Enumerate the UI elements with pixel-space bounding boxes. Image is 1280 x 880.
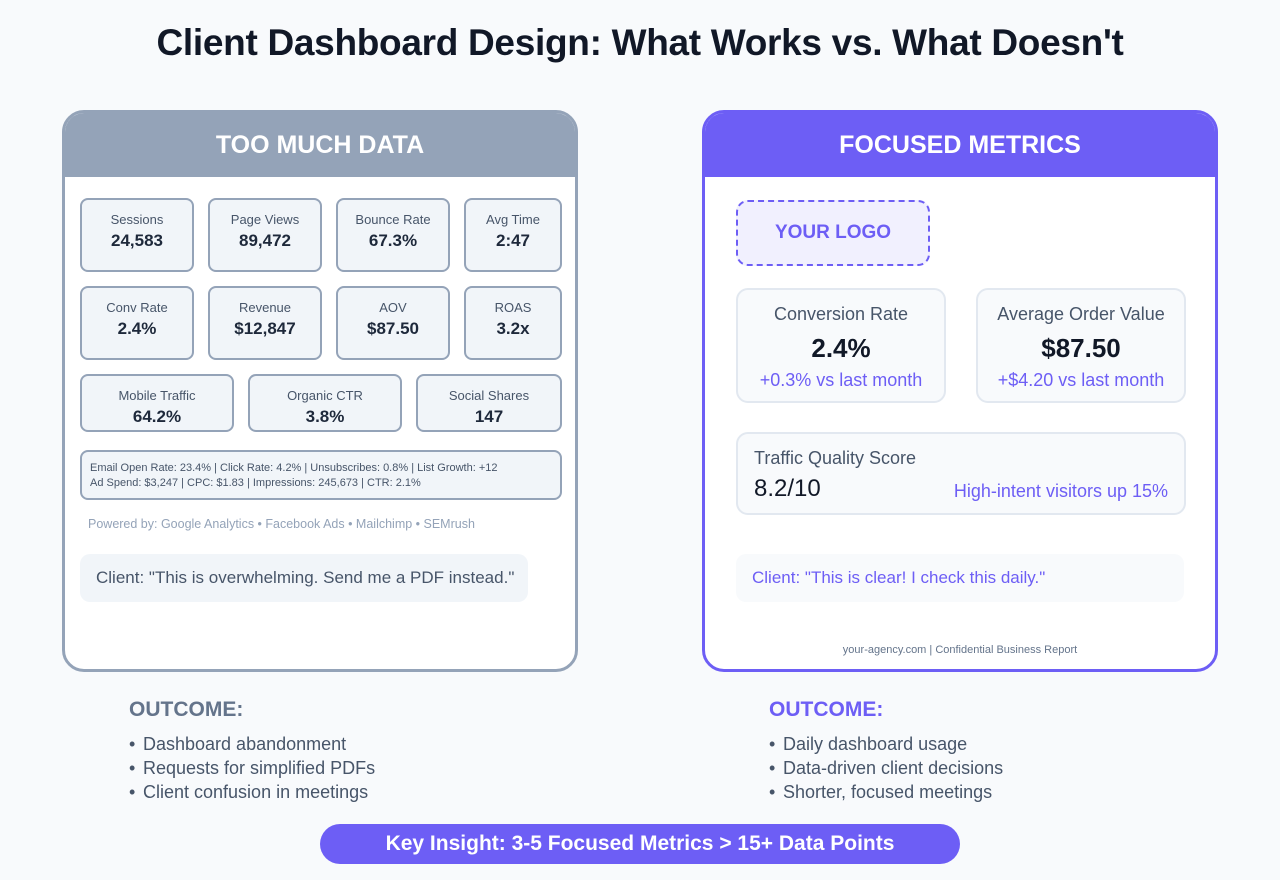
powered-by-text: Powered by: Google Analytics • Facebook … [88, 517, 475, 531]
metric-label: Sessions [110, 212, 164, 227]
metric-label: Mobile Traffic [118, 388, 196, 403]
metric-card-social-shares: Social Shares 147 [416, 374, 562, 432]
client-quote-positive: Client: "This is clear! I check this dai… [736, 554, 1184, 602]
bullet-icon: • [129, 734, 136, 754]
metric-card-revenue: Revenue $12,847 [208, 286, 322, 360]
card-value: 2.4% [811, 333, 871, 363]
metric-label: Conv Rate [106, 300, 168, 315]
metric-card-avg-time: Avg Time 2:47 [464, 198, 562, 272]
logo-placeholder: YOUR LOGO [736, 200, 930, 266]
metric-card-roas: ROAS 3.2x [464, 286, 562, 360]
card-label: Conversion Rate [773, 304, 909, 324]
metric-label: Page Views [230, 212, 300, 227]
metric-label: Social Shares [448, 388, 530, 403]
average-order-value-card: Average Order Value $87.50 +$4.20 vs las… [976, 288, 1186, 403]
outcome-item: • Shorter, focused meetings [769, 780, 1003, 804]
outcome-right: OUTCOME: • Daily dashboard usage • Data-dr… [769, 698, 1003, 804]
outcome-item: • Requests for simplified PDFs [129, 756, 375, 780]
metric-value: 89,472 [239, 231, 291, 250]
metric-value: 24,583 [111, 231, 163, 250]
focused-metrics-panel: FOCUSED METRICS YOUR LOGO Conversion Rat… [702, 110, 1218, 672]
metric-card-bounce-rate: Bounce Rate 67.3% [336, 198, 450, 272]
too-much-data-header: TOO MUCH DATA [65, 113, 575, 177]
bullet-icon: • [129, 782, 136, 802]
client-quote-negative: Client: "This is overwhelming. Send me a… [80, 554, 528, 602]
outcome-item: • Daily dashboard usage [769, 732, 1003, 756]
traffic-quality-label: Traffic Quality Score [754, 448, 917, 468]
outcome-list: • Daily dashboard usage • Data-driven clie… [769, 732, 1003, 804]
metric-value: 67.3% [368, 231, 418, 250]
metric-value: $87.50 [367, 319, 419, 338]
outcome-left: OUTCOME: • Dashboard abandonment • Request… [129, 698, 375, 804]
metric-label: Bounce Rate [355, 212, 431, 227]
traffic-quality-note: High-intent visitors up 15% [953, 481, 1168, 501]
metric-card-organic-ctr: Organic CTR 3.8% [248, 374, 402, 432]
card-change: +0.3% vs last month [759, 370, 923, 390]
dense-metrics-line: Email Open Rate: 23.4% | Click Rate: 4.2… [90, 462, 498, 474]
metric-value: 3.2x [496, 319, 530, 338]
outcome-title: OUTCOME: [769, 698, 884, 721]
page-title: Client Dashboard Design: What Works vs. … [156, 22, 1124, 63]
card-label: Average Order Value [997, 304, 1165, 324]
metric-card-aov: AOV $87.50 [336, 286, 450, 360]
bullet-icon: • [769, 734, 776, 754]
metric-card-sessions: Sessions 24,583 [80, 198, 194, 272]
bullet-icon: • [769, 758, 776, 778]
metric-card-conv-rate: Conv Rate 2.4% [80, 286, 194, 360]
dense-metrics-box: Email Open Rate: 23.4% | Click Rate: 4.2… [80, 450, 562, 500]
outcome-item: • Dashboard abandonment [129, 732, 375, 756]
outcome-item-text: Client confusion in meetings [143, 782, 369, 802]
outcome-item-text: Dashboard abandonment [143, 734, 347, 754]
metric-label: Organic CTR [287, 388, 363, 403]
focused-metrics-header: FOCUSED METRICS [705, 113, 1215, 177]
metric-card-page-views: Page Views 89,472 [208, 198, 322, 272]
outcome-item-text: Shorter, focused meetings [783, 782, 993, 802]
metric-label: ROAS [494, 300, 532, 315]
metric-value: $12,847 [234, 319, 296, 338]
outcome-item: • Data-driven client decisions [769, 756, 1003, 780]
metric-value: 2:47 [495, 231, 531, 250]
outcome-title: OUTCOME: [129, 698, 244, 721]
bullet-icon: • [129, 758, 136, 778]
metric-card-mobile-traffic: Mobile Traffic 64.2% [80, 374, 234, 432]
conversion-rate-card: Conversion Rate 2.4% +0.3% vs last month [736, 288, 946, 403]
report-footer: your-agency.com | Confidential Business … [842, 644, 1078, 656]
outcome-item: • Client confusion in meetings [129, 780, 375, 804]
key-insight-banner: Key Insight: 3-5 Focused Metrics > 15+ D… [320, 824, 960, 864]
traffic-quality-card: Traffic Quality Score 8.2/10 High-intent… [736, 432, 1186, 515]
metric-label: Avg Time [486, 212, 540, 227]
dense-metrics-line: Ad Spend: $3,247 | CPC: $1.83 | Impressi… [90, 477, 421, 489]
bullet-icon: • [769, 782, 776, 802]
traffic-quality-value: 8.2/10 [754, 475, 821, 502]
outcome-item-text: Daily dashboard usage [783, 734, 968, 754]
metric-value: 3.8% [305, 407, 345, 426]
outcome-list: • Dashboard abandonment • Requests for sim… [129, 732, 375, 804]
focused-metrics-body: YOUR LOGO Conversion Rate 2.4% +0.3% vs … [705, 177, 1215, 669]
metric-label: Revenue [238, 300, 292, 315]
metric-value: 2.4% [117, 319, 157, 338]
metric-value: 147 [474, 407, 504, 426]
card-change: +$4.20 vs last month [997, 370, 1165, 390]
metric-value: 64.2% [132, 407, 182, 426]
too-much-data-body: Sessions 24,583 Page Views 89,472 Bounce… [65, 177, 575, 669]
metric-label: AOV [379, 300, 407, 315]
too-much-data-panel: TOO MUCH DATA Sessions 24,583 Page Views… [62, 110, 578, 672]
outcome-item-text: Data-driven client decisions [783, 758, 1004, 778]
card-value: $87.50 [1041, 333, 1121, 363]
outcome-item-text: Requests for simplified PDFs [143, 758, 376, 778]
